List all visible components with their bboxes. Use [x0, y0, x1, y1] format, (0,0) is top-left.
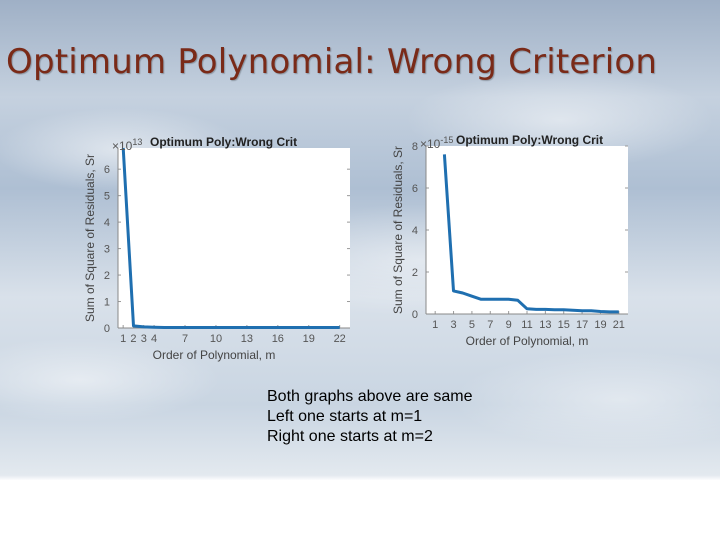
- x-tick-label: 13: [241, 333, 253, 345]
- y-tick-label: 0: [104, 323, 110, 335]
- x-tick-label: 3: [450, 319, 456, 331]
- plot-area: [118, 148, 350, 328]
- x-tick-label: 13: [539, 319, 551, 331]
- x-tick-label: 1: [432, 319, 438, 331]
- y-tick-label: 6: [412, 183, 418, 195]
- x-tick-label: 16: [272, 333, 284, 345]
- x-tick-label: 1: [120, 333, 126, 345]
- y-tick-label: 5: [104, 191, 110, 203]
- x-tick-label: 9: [506, 319, 512, 331]
- y-axis-label: Sum of Square of Residuals, Sr: [83, 154, 97, 322]
- x-tick-label: 22: [334, 333, 346, 345]
- y-axis-label: Sum of Square of Residuals, Sr: [391, 146, 405, 314]
- x-tick-label: 15: [558, 319, 570, 331]
- y-tick-label: 0: [412, 309, 418, 321]
- x-tick-label: 7: [487, 319, 493, 331]
- y-tick-label: 6: [104, 164, 110, 176]
- x-tick-label: 21: [613, 319, 625, 331]
- x-tick-label: 3: [141, 333, 147, 345]
- y-tick-label: 2: [104, 270, 110, 282]
- y-exponent: ×1013: [112, 137, 142, 153]
- y-tick-label: 3: [104, 244, 110, 256]
- x-axis-label: Order of Polynomial, m: [153, 348, 276, 362]
- y-exponent: ×10-15: [420, 135, 453, 151]
- chart-title: Optimum Poly:Wrong Crit: [150, 135, 297, 149]
- x-tick-label: 11: [521, 319, 532, 331]
- x-tick-label: 4: [151, 333, 157, 345]
- slide-notes: Both graphs above are same Left one star…: [267, 387, 472, 447]
- series-line: [442, 154, 619, 314]
- slide-title: Optimum Polynomial: Wrong Criterion: [6, 42, 658, 82]
- x-tick-label: 5: [469, 319, 475, 331]
- chart-title: Optimum Poly:Wrong Crit: [456, 133, 603, 147]
- x-tick-label: 7: [182, 333, 188, 345]
- y-tick-label: 8: [412, 141, 418, 153]
- y-tick-label: 2: [412, 267, 418, 279]
- plot-area: [426, 146, 628, 314]
- x-tick-label: 2: [130, 333, 136, 345]
- x-tick-label: 19: [594, 319, 606, 331]
- x-axis-label: Order of Polynomial, m: [466, 334, 589, 348]
- y-tick-label: 1: [104, 297, 110, 309]
- y-tick-label: 4: [412, 225, 418, 237]
- footer-band: [0, 480, 720, 540]
- note-line-1: Both graphs above are same: [267, 388, 473, 405]
- x-tick-label: 10: [210, 333, 222, 345]
- x-tick-label: 19: [303, 333, 315, 345]
- note-line-3: Right one starts at m=2: [267, 428, 433, 445]
- y-tick-label: 4: [104, 217, 110, 229]
- series-line: [121, 147, 340, 329]
- x-tick-label: 17: [576, 319, 588, 331]
- note-line-2: Left one starts at m=1: [267, 408, 423, 425]
